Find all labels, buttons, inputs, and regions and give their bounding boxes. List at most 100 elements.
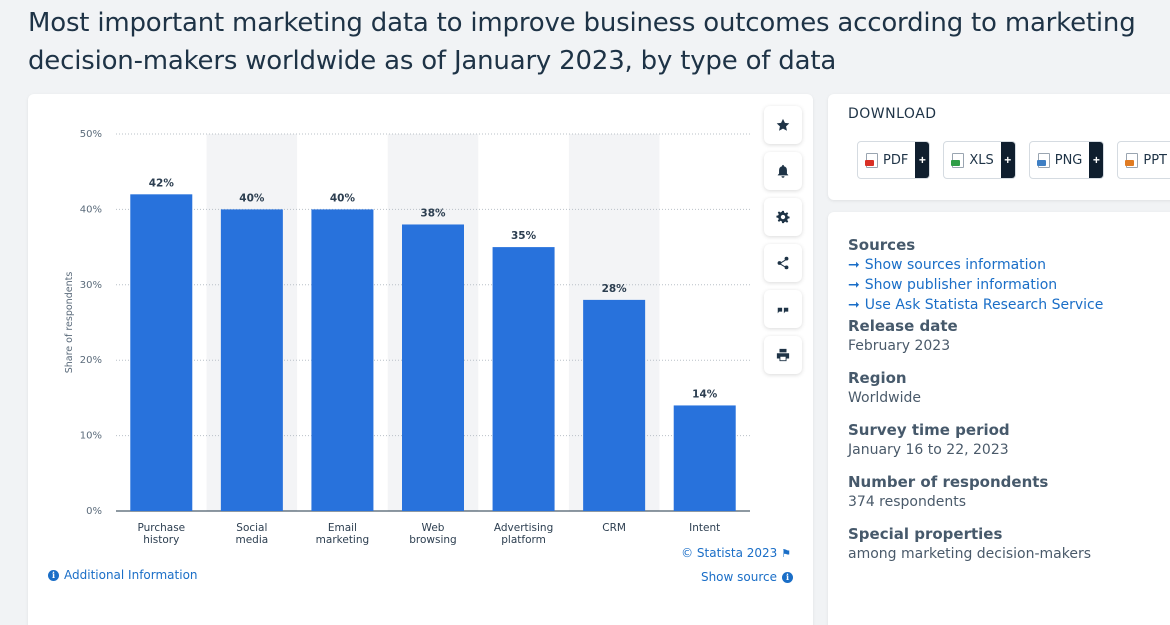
pdf-file-icon [865,152,878,168]
bell-icon [777,164,789,178]
ask-statista-label: Use Ask Statista Research Service [864,297,1104,313]
respondents-value: 374 respondents [848,494,967,510]
star-icon [776,118,790,131]
x-tick-label: media [235,534,268,546]
y-tick-label: 30% [80,280,102,291]
x-tick-label: CRM [602,522,626,534]
bar [583,299,646,511]
y-axis-label: Share of respondents [64,272,75,374]
sources-heading: Sources [848,236,916,254]
y-tick-label: 0% [86,506,102,517]
download-ppt-label: PPT [1143,152,1167,168]
bar [402,224,464,512]
chart-card: 0% 10% 20% 30% 40% 50% Share of respondents 42%… [28,94,813,625]
quote-icon [777,307,789,314]
info-list: Sources ➞ Show sources information ➞ Show … [848,236,1103,577]
arrow-right-icon: ➞ [848,277,860,293]
bar [311,209,374,511]
copyright-link[interactable]: © Statista 2023 ⚑ [681,546,791,560]
y-tick-label: 50% [80,129,102,140]
plus-icon[interactable]: + [915,142,930,178]
release-date-value: February 2023 [848,338,951,354]
download-panel: DOWNLOAD PDF + XLS + PNG + [828,94,1170,200]
copyright-text: © Statista 2023 [681,546,778,560]
data-label: 40% [239,192,265,204]
x-tick-label: Social [236,522,267,534]
download-xls-label: XLS [969,152,994,168]
x-tick-label: Intent [689,522,720,534]
ask-statista-link[interactable]: ➞ Use Ask Statista Research Service [848,297,1103,313]
special-properties-value: among marketing decision-makers [848,546,1092,562]
show-sources-link[interactable]: ➞ Show sources information [848,257,1103,273]
notification-button[interactable] [764,152,802,190]
bar [220,209,283,511]
y-tick-label: 40% [80,204,102,215]
png-file-icon [1036,152,1050,168]
flag-icon: ⚑ [781,547,791,560]
bar-chart: 0% 10% 20% 30% 40% 50% Share of respondents 42%… [64,129,750,546]
release-date-heading: Release date [848,317,958,335]
show-source-link[interactable]: Show source i [701,570,793,584]
plus-icon[interactable]: + [1000,142,1015,178]
download-png-main: PNG [1030,152,1090,168]
info-panel: Sources ➞ Show sources information ➞ Show … [828,212,1170,625]
respondents-heading: Number of respondents [848,473,1049,491]
favorite-button[interactable] [764,106,802,144]
download-title: DOWNLOAD [848,106,937,122]
region-heading: Region [848,369,907,387]
cite-button[interactable] [764,290,802,328]
show-publisher-label: Show publisher information [864,277,1058,293]
ppt-file-icon [1125,152,1139,168]
download-buttons: PDF + XLS + PNG + PPT [857,141,1170,179]
data-label: 28% [602,283,628,295]
info-icon: i [48,569,59,581]
print-button[interactable] [764,336,802,374]
data-label: 42% [149,177,175,189]
bar [130,194,193,511]
survey-period-value: January 16 to 22, 2023 [848,442,1009,458]
print-icon [776,348,790,362]
bar [673,405,736,511]
xls-file-icon [951,152,965,168]
region-value: Worldwide [848,390,921,406]
data-label: 40% [330,192,356,204]
show-source-label: Show source [700,570,777,584]
download-pdf-button[interactable]: PDF + [857,141,931,179]
x-tick-label: browsing [409,534,456,546]
download-pdf-main: PDF [858,152,915,168]
info-icon: i [782,571,793,583]
download-png-label: PNG [1054,152,1083,168]
arrow-right-icon: ➞ [848,297,860,313]
additional-info-label: Additional Information [64,568,198,582]
plus-icon[interactable]: + [1089,142,1104,178]
download-ppt-main: PPT [1118,152,1170,168]
x-tick-label: marketing [316,534,370,546]
x-tick-label: history [143,534,179,546]
settings-button[interactable] [764,198,802,236]
data-label: 35% [511,230,537,242]
special-properties-heading: Special properties [848,525,1003,543]
share-button[interactable] [764,244,802,282]
show-publisher-link[interactable]: ➞ Show publisher information [848,277,1103,293]
download-pdf-label: PDF [883,152,909,168]
x-tick-label: platform [501,534,546,546]
chart-toolbar [764,106,802,382]
gear-icon [776,210,790,224]
arrow-right-icon: ➞ [848,257,860,273]
share-icon [777,256,789,270]
show-sources-label: Show sources information [864,257,1046,273]
download-xls-button[interactable]: XLS + [943,141,1016,179]
download-png-button[interactable]: PNG + [1028,141,1105,179]
x-tick-label: Advertising [494,522,553,534]
bar [492,247,555,511]
page-title: Most important marketing data to improve… [28,8,1136,76]
survey-period-heading: Survey time period [848,421,1010,439]
additional-info-link[interactable]: i Additional Information [48,568,198,582]
download-ppt-button[interactable]: PPT [1117,141,1170,179]
download-xls-main: XLS [944,152,1000,168]
x-tick-label: Purchase [137,522,185,534]
y-tick-label: 10% [80,431,102,442]
data-label: 38% [420,207,446,219]
x-tick-label: Email [328,522,357,534]
x-tick-label: Web [422,522,445,534]
